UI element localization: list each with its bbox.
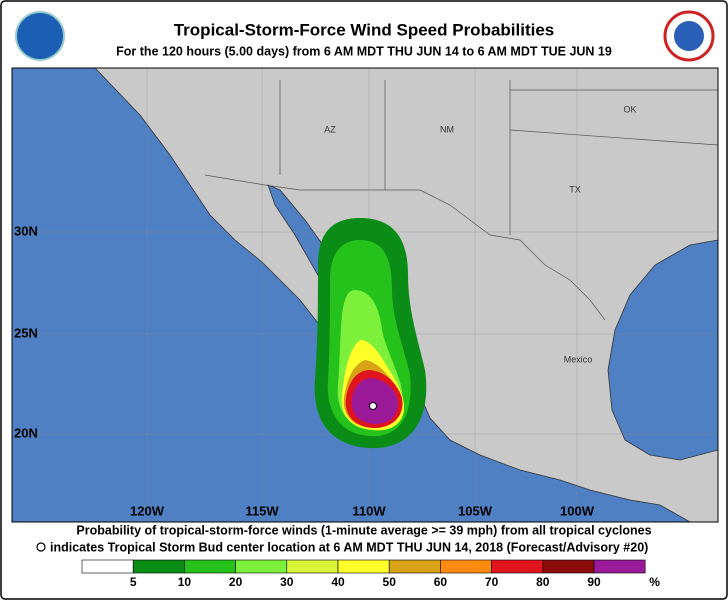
storm-center [369,402,377,410]
map [12,68,718,522]
legend-tick: 60 [434,575,448,589]
caption: indicates Tropical Storm Bud center loca… [50,540,648,554]
legend-tick: 10 [178,575,192,589]
lon-label: 100W [560,503,595,518]
caption: Probability of tropical-storm-force wind… [76,523,651,537]
lat-label: 20N [14,425,38,440]
subtitle: For the 120 hours (5.00 days) from 6 AM … [116,44,612,58]
map-border [11,67,719,523]
title: Tropical-Storm-Force Wind Speed Probabil… [174,20,555,39]
legend-swatch [235,559,288,574]
legend-swatch [286,559,339,574]
probability-contours [314,218,427,449]
lat-label: 30N [14,223,38,238]
lat-label: 25N [14,325,38,340]
legend-unit: % [649,575,660,589]
borders [204,80,718,321]
legend-tick: 30 [280,575,294,589]
legend-tick: 5 [130,575,137,589]
map-labels: 30N 25N 20N 120W 115W 110W 105W 100W AZ NM OK TX Mex… [14,104,637,518]
nws-logo-inner [674,21,704,51]
noaa-logo [15,11,65,61]
legend: 5 10 20 30 40 50 60 70 80 90% [81,559,660,589]
legend-swatch [337,559,390,574]
place-label: TX [569,184,581,194]
legend-tick: 20 [229,575,243,589]
legend-tick: 90 [587,575,601,589]
lon-label: 110W [352,503,386,518]
legend-tick: 40 [331,575,345,589]
lon-label: 115W [245,503,279,518]
legend-swatch [491,559,544,574]
place-label: Mexico [564,354,593,364]
place-label: NM [440,124,454,134]
legend-swatch [542,559,595,574]
legend-tick: 80 [536,575,550,589]
legend-swatch [132,559,185,574]
lon-label: 105W [458,503,493,518]
legend-swatch [593,559,646,574]
legend-swatch [184,559,236,574]
lon-label: 120W [130,503,165,518]
place-label: OK [623,104,636,114]
legend-tick: 70 [485,575,499,589]
legend-tick: 50 [383,575,397,589]
legend-swatch [388,559,441,574]
place-label: AZ [324,124,336,134]
legend-swatch [440,559,492,574]
center-symbol [36,542,46,552]
legend-swatch [81,559,134,574]
